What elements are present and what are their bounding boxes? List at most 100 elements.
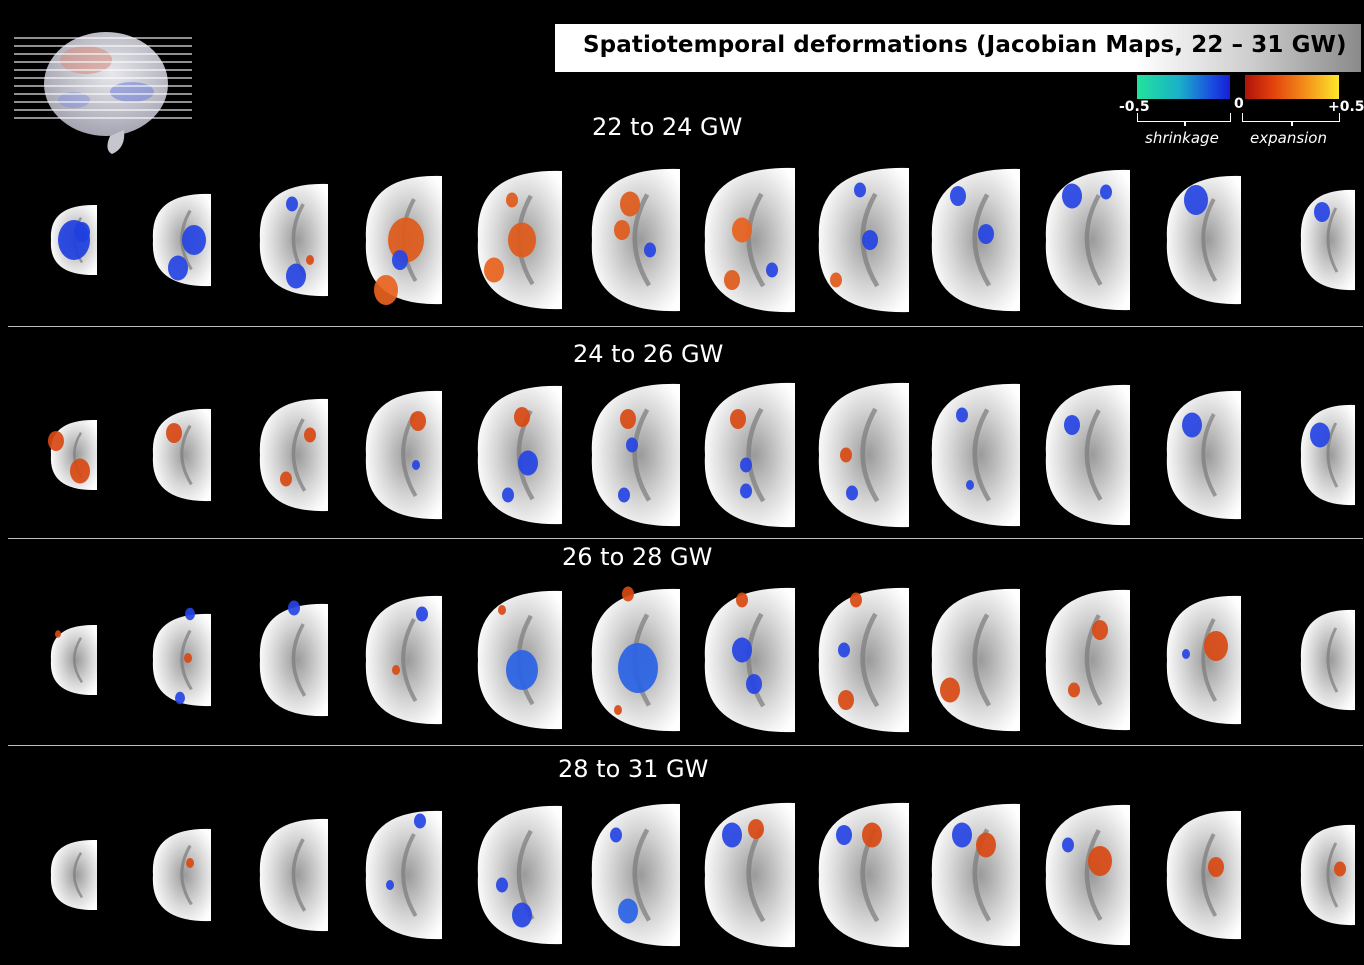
deformation-blob	[1334, 861, 1346, 877]
brain-slice	[931, 588, 1020, 732]
colorbar-min-label: -0.5	[1119, 99, 1150, 115]
brain-slice	[365, 175, 442, 305]
deformation-blob	[830, 272, 842, 288]
brain-slice	[50, 624, 97, 696]
deformation-blob	[175, 691, 185, 705]
deformation-blob	[956, 407, 968, 423]
brain-slice	[591, 803, 680, 947]
deformation-blob	[1092, 620, 1108, 640]
deformation-blob	[746, 674, 762, 694]
deformation-blob	[286, 196, 298, 212]
brain-slice	[477, 385, 562, 525]
brain-slice	[1166, 390, 1241, 520]
slice-groove	[73, 851, 84, 899]
deformation-blob	[1182, 649, 1190, 659]
slice-groove	[860, 407, 880, 503]
brain-slice	[259, 600, 328, 717]
brain-slice	[931, 803, 1020, 947]
deformation-blob	[952, 822, 972, 848]
row-title-22-24: 22 to 24 GW	[592, 113, 743, 141]
brain-slice	[1166, 595, 1241, 725]
slice-groove	[746, 612, 766, 708]
shrinkage-caption: shrinkage	[1145, 129, 1219, 147]
slice-groove	[1201, 413, 1218, 497]
deformation-blob	[766, 262, 778, 278]
brain-slice	[591, 586, 680, 732]
deformation-blob	[412, 460, 420, 470]
deformation-blob	[730, 409, 746, 429]
brain-slice	[1045, 589, 1130, 731]
brain-slice	[259, 183, 328, 297]
deformation-blob	[614, 705, 622, 715]
brain-slice	[1045, 169, 1130, 311]
deformation-blob	[614, 220, 630, 240]
deformation-blob	[1088, 846, 1112, 876]
row-separator	[8, 745, 1363, 746]
deformation-blob	[620, 409, 636, 429]
deformation-blob	[1204, 631, 1228, 661]
brain-slice	[365, 810, 442, 940]
slice-groove	[860, 612, 880, 708]
brain-slice	[152, 408, 211, 502]
deformation-blob	[386, 880, 394, 890]
brain-slice	[48, 419, 97, 491]
slice-groove	[1326, 842, 1339, 908]
deformation-blob	[1064, 415, 1080, 435]
deformation-blob	[518, 450, 538, 476]
brain-slice	[50, 839, 97, 911]
deformation-blob	[644, 242, 656, 258]
deformation-blob	[55, 630, 61, 638]
slice-groove	[180, 209, 193, 271]
deformation-blob	[1310, 422, 1330, 448]
deformation-blob	[416, 606, 428, 622]
deformation-blob	[280, 471, 292, 487]
deformation-blob	[618, 643, 658, 693]
slice-groove	[180, 424, 193, 486]
brain-slice	[152, 828, 211, 922]
brain-slice	[477, 590, 562, 730]
deformation-blob	[484, 257, 504, 283]
deformation-blob	[850, 592, 862, 608]
brain-slice	[1045, 804, 1130, 946]
deformation-blob	[166, 423, 182, 443]
colorbar-zero-label: 0	[1234, 96, 1244, 112]
brain-slice	[477, 170, 562, 310]
deformation-blob	[838, 690, 854, 710]
deformation-blob	[74, 222, 90, 242]
brain-slice	[704, 587, 795, 733]
deformation-blob	[508, 222, 536, 258]
brain-slice	[1166, 810, 1241, 940]
slice-groove	[73, 636, 84, 684]
slice-groove	[1201, 833, 1218, 917]
deformation-blob	[736, 592, 748, 608]
brain-3d-icon	[14, 32, 192, 154]
slice-groove	[291, 623, 307, 697]
brain-slice	[477, 805, 562, 945]
slice-groove	[632, 828, 652, 922]
expansion-caption: expansion	[1250, 129, 1327, 147]
slice-groove	[632, 408, 652, 502]
deformation-blob	[48, 431, 64, 451]
deformation-blob	[185, 607, 195, 621]
deformation-blob	[512, 902, 532, 928]
deformation-blob	[610, 827, 622, 843]
deformation-blob	[840, 447, 852, 463]
deformation-blob	[304, 427, 316, 443]
brain-slice	[704, 802, 795, 948]
row-title-26-28: 26 to 28 GW	[562, 543, 713, 571]
deformation-blob	[976, 832, 996, 858]
slice-groove	[401, 833, 418, 917]
brain-slice	[704, 167, 795, 313]
slice-groove	[972, 193, 992, 287]
deformation-blob	[306, 255, 314, 265]
deformation-blob	[1062, 183, 1082, 209]
deformation-blob	[1208, 857, 1224, 877]
deformation-blob	[502, 487, 514, 503]
deformation-blob	[184, 653, 192, 663]
brain-slice	[1300, 189, 1355, 291]
deformation-blob	[1062, 837, 1074, 853]
deformation-blob	[414, 813, 426, 829]
brain-slice	[50, 204, 97, 276]
brain-slice	[365, 390, 442, 520]
slice-groove	[1084, 194, 1103, 286]
